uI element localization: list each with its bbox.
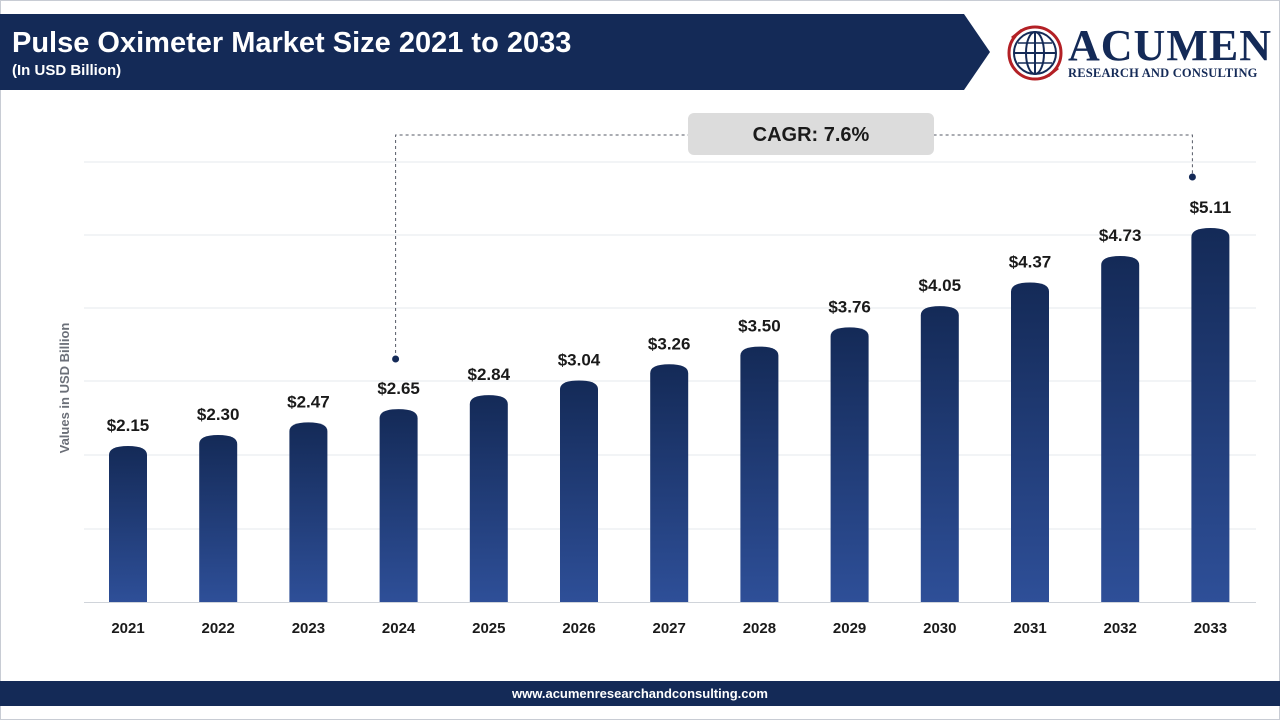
data-label-2028: $3.50 xyxy=(738,317,781,336)
bar-2032 xyxy=(1101,255,1140,602)
bar-2029 xyxy=(830,327,869,602)
data-label-2023: $2.47 xyxy=(287,392,330,411)
data-label-2022: $2.30 xyxy=(197,405,240,424)
bar-2023 xyxy=(289,422,328,602)
logo-tagline: RESEARCH AND CONSULTING xyxy=(1068,66,1258,80)
data-label-2021: $2.15 xyxy=(107,416,150,435)
bar-2026 xyxy=(560,380,598,602)
x-tick-label-2028: 2028 xyxy=(743,620,776,637)
header-banner xyxy=(0,14,990,90)
data-label-2029: $3.76 xyxy=(828,297,871,316)
footer-url: www.acumenresearchandconsulting.com xyxy=(512,686,768,701)
data-label-2027: $3.26 xyxy=(648,334,691,353)
x-tick-label-2024: 2024 xyxy=(382,620,416,637)
data-label-2025: $2.84 xyxy=(468,365,511,384)
data-label-2033: $5.11 xyxy=(1190,198,1232,217)
cagr-connector-line xyxy=(395,134,1193,359)
bar-2024 xyxy=(379,409,418,602)
data-label-2032: $4.73 xyxy=(1099,226,1142,245)
x-tick-label-2022: 2022 xyxy=(202,620,235,637)
data-label-2030: $4.05 xyxy=(919,276,962,295)
chart-title: Pulse Oximeter Market Size 2021 to 2033 xyxy=(12,27,572,59)
footer-bar: www.acumenresearchandconsulting.com xyxy=(0,681,1280,706)
cagr-dot-start xyxy=(392,355,400,363)
x-tick-label-2030: 2030 xyxy=(923,620,956,637)
cagr-dot-end xyxy=(1188,173,1196,181)
x-tick-label-2021: 2021 xyxy=(111,620,144,637)
bar-2021 xyxy=(109,446,147,602)
bar-chart: Values in USD Billion $2.15 2021 $2.30 2022 $… xyxy=(57,113,1256,637)
logo-name: ACUMEN xyxy=(1068,21,1272,70)
data-label-2026: $3.04 xyxy=(558,350,601,369)
acumen-logo: ACUMEN RESEARCH AND CONSULTING xyxy=(1006,22,1271,84)
bar-2027 xyxy=(650,364,689,602)
x-tick-label-2029: 2029 xyxy=(833,620,866,637)
bar-2033 xyxy=(1191,228,1230,602)
globe-icon xyxy=(1007,25,1063,81)
bar-2025 xyxy=(469,395,508,602)
x-tick-label-2033: 2033 xyxy=(1194,620,1227,637)
y-axis-label: Values in USD Billion xyxy=(57,323,72,454)
x-tick-label-2023: 2023 xyxy=(292,620,325,637)
bar-2028 xyxy=(740,346,779,602)
x-tick-label-2027: 2027 xyxy=(653,620,686,637)
x-tick-label-2025: 2025 xyxy=(472,620,505,637)
chart-subtitle: (In USD Billion) xyxy=(12,62,122,79)
cagr-box xyxy=(688,113,934,155)
x-tick-label-2026: 2026 xyxy=(562,620,595,637)
bar-2022 xyxy=(199,434,238,602)
x-tick-label-2032: 2032 xyxy=(1104,620,1137,637)
cagr-label: CAGR: 7.6% xyxy=(753,124,870,146)
bar-2030 xyxy=(920,306,959,602)
data-label-2024: $2.65 xyxy=(377,379,420,398)
data-label-2031: $4.37 xyxy=(1009,253,1052,272)
bar-2031 xyxy=(1011,282,1049,602)
x-tick-label-2031: 2031 xyxy=(1013,620,1046,637)
